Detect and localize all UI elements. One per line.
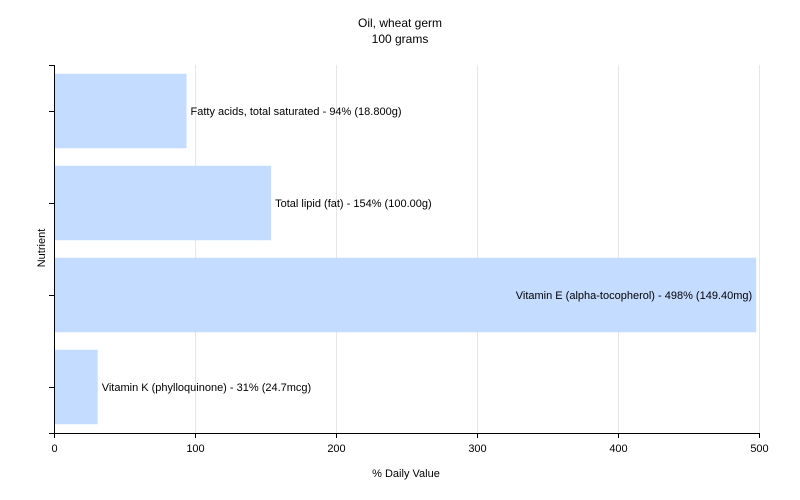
chart-title: Oil, wheat germ xyxy=(357,16,443,30)
chart-subtitle: 100 grams xyxy=(371,32,429,46)
x-tick-label: 500 xyxy=(750,443,768,455)
x-tick-label: 300 xyxy=(468,443,486,455)
x-ticks: 0 100 200 300 400 500 xyxy=(51,433,769,455)
bar-label: Fatty acids, total saturated - 94% (18.8… xyxy=(191,106,402,118)
bar xyxy=(55,165,272,241)
x-axis-label: % Daily Value xyxy=(372,468,440,480)
y-axis-label: Nutrient xyxy=(36,229,48,268)
bar xyxy=(55,73,187,149)
bar-label: Total lipid (fat) - 154% (100.00g) xyxy=(275,198,432,210)
axes xyxy=(54,65,760,434)
bar xyxy=(55,349,98,425)
y-ticks xyxy=(49,65,54,434)
x-tick-label: 200 xyxy=(327,443,345,455)
x-tick-label: 400 xyxy=(609,443,627,455)
bar-label: Vitamin E (alpha-tocopherol) - 498% (149… xyxy=(516,290,752,302)
bar-label: Vitamin K (phylloquinone) - 31% (24.7mcg… xyxy=(102,382,312,394)
bar xyxy=(55,257,757,333)
bars: Fatty acids, total saturated - 94% (18.8… xyxy=(55,73,757,425)
x-tick-label: 0 xyxy=(51,443,57,455)
grid-lines xyxy=(195,65,760,433)
x-tick-label: 100 xyxy=(186,443,204,455)
